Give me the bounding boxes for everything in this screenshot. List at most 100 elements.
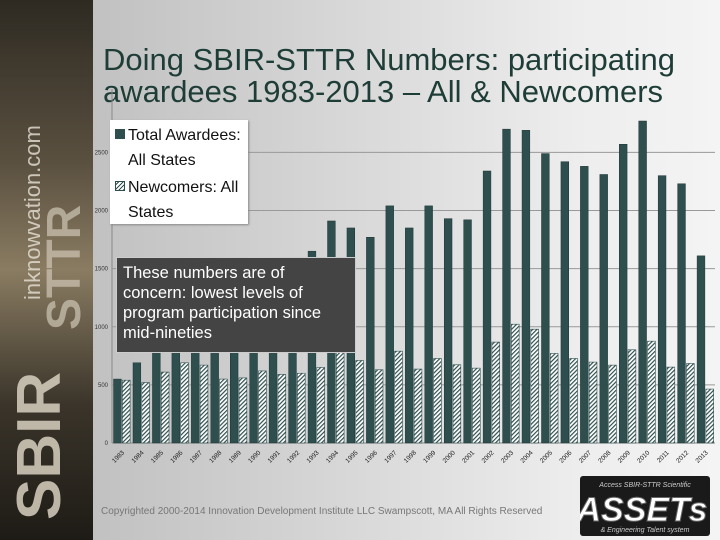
- x-tick-label: 1995: [344, 449, 359, 464]
- x-tick-label: 2005: [539, 449, 554, 464]
- bar-newcomers-2007: [588, 361, 598, 444]
- y-tick-label: 1500: [95, 267, 109, 273]
- assets-logo: Access SBIR-STTR Scientific ASSETs & Eng…: [580, 476, 710, 536]
- bar-newcomers-1991: [277, 374, 287, 444]
- y-tick-label: 0: [105, 441, 109, 447]
- bar-newcomers-2006: [569, 358, 578, 444]
- assets-tagline-top: Access SBIR-STTR Scientific: [598, 482, 691, 489]
- bar-total-1997: [385, 205, 394, 444]
- bar-newcomers-1988: [219, 378, 228, 444]
- bar-total-1998: [405, 227, 414, 444]
- bar-total-2001: [463, 219, 472, 444]
- bar-total-2009: [619, 144, 628, 444]
- x-tick-label: 2002: [481, 449, 496, 464]
- x-tick-label: 2000: [442, 449, 457, 464]
- x-tick-label: 2009: [617, 449, 632, 464]
- x-tick-label: 1989: [228, 449, 243, 464]
- bar-newcomers-1996: [374, 369, 384, 444]
- bar-total-2008: [599, 174, 608, 444]
- bar-newcomers-1989: [238, 377, 248, 444]
- x-tick-label: 1990: [247, 449, 262, 464]
- x-tick-label: 2006: [558, 449, 573, 464]
- x-tick-label: 2013: [695, 449, 710, 464]
- legend-swatch-hatched: [115, 181, 125, 191]
- x-tick-label: 2004: [519, 449, 534, 464]
- x-tick-label: 2008: [597, 449, 612, 464]
- x-tick-label: 1997: [383, 449, 398, 464]
- bar-newcomers-1990: [258, 370, 267, 444]
- bar-newcomers-2012: [686, 363, 695, 444]
- bar-newcomers-2004: [530, 328, 539, 444]
- x-tick-label: 1998: [403, 449, 418, 464]
- bar-total-2012: [677, 183, 686, 444]
- x-tick-label: 2001: [461, 449, 476, 464]
- x-tick-label: 1996: [364, 449, 379, 464]
- legend-swatch-solid: [115, 129, 125, 139]
- bar-newcomers-1985: [160, 371, 170, 444]
- copyright-footer: Copyrighted 2000-2014 Innovation Develop…: [101, 506, 543, 517]
- bar-newcomers-1986: [180, 362, 189, 444]
- bar-newcomers-1987: [199, 364, 209, 444]
- bar-newcomers-2003: [511, 323, 520, 444]
- bar-total-2005: [541, 153, 550, 444]
- svg-text:STTR: STTR: [38, 205, 91, 330]
- x-tick-label: 2003: [500, 449, 515, 464]
- bar-newcomers-1993: [316, 367, 325, 444]
- bar-newcomers-2002: [491, 341, 500, 444]
- bar-newcomers-2000: [452, 364, 462, 444]
- y-tick-label: 1000: [95, 325, 109, 331]
- bar-newcomers-2008: [608, 364, 617, 444]
- bar-total-2002: [482, 170, 492, 444]
- bar-total-1983: [113, 378, 122, 444]
- x-tick-label: 2007: [578, 449, 593, 464]
- bar-newcomers-2010: [647, 340, 656, 444]
- legend-label: Newcomers: All States: [128, 179, 239, 221]
- x-tick-label: 2010: [636, 449, 651, 464]
- sidebar-logo-panel: SBIR STTR inknowvation.com: [0, 0, 93, 540]
- bar-newcomers-1997: [394, 350, 403, 444]
- legend-item-total: Total Awardees: All States: [115, 123, 246, 173]
- x-tick-label: 1984: [130, 449, 145, 464]
- x-tick-label: 2012: [675, 449, 690, 464]
- bar-newcomers-1999: [433, 358, 442, 444]
- sbir-sttr-logo: SBIR STTR inknowvation.com: [5, 125, 91, 520]
- slide-title: Doing SBIR-STTR Numbers: participating a…: [103, 42, 675, 109]
- y-tick-label: 500: [98, 383, 109, 389]
- bar-newcomers-2013: [705, 388, 714, 444]
- svg-text:SBIR: SBIR: [5, 372, 74, 520]
- bar-total-2003: [502, 128, 511, 444]
- bar-total-2013: [696, 255, 706, 444]
- bar-newcomers-2001: [472, 367, 481, 444]
- bar-total-1984: [132, 362, 142, 444]
- assets-wordmark: ASSETs: [580, 491, 708, 529]
- bar-newcomers-1994: [336, 349, 345, 444]
- x-tick-label: 1988: [208, 449, 223, 464]
- bar-total-1996: [366, 237, 375, 444]
- annotation-callout: These numbers are of concern: lowest lev…: [116, 257, 356, 353]
- bar-total-2000: [443, 218, 453, 444]
- y-tick-label: 2500: [95, 150, 109, 156]
- bar-newcomers-1992: [297, 372, 306, 444]
- bar-total-1999: [424, 205, 433, 444]
- x-tick-label: 1983: [111, 449, 126, 464]
- x-tick-label: 1992: [286, 449, 301, 464]
- legend-label: Total Awardees: All States: [128, 127, 241, 169]
- x-tick-label: 1991: [267, 449, 282, 464]
- x-tick-label: 1994: [325, 449, 340, 464]
- bar-newcomers-1998: [413, 368, 423, 444]
- bar-newcomers-1984: [141, 382, 150, 444]
- bar-newcomers-1983: [122, 379, 131, 444]
- x-tick-label: 1986: [169, 449, 184, 464]
- x-tick-label: 1985: [150, 449, 165, 464]
- bar-total-2004: [521, 130, 531, 444]
- bar-total-2007: [580, 166, 589, 444]
- chart-legend: Total Awardees: All States Newcomers: Al…: [110, 120, 248, 224]
- x-tick-label: 1993: [305, 449, 320, 464]
- x-tick-label: 2011: [656, 449, 671, 464]
- bar-newcomers-2005: [549, 353, 559, 444]
- assets-tagline-bottom: & Engineering Talent system: [601, 527, 690, 534]
- bar-total-2006: [560, 161, 569, 444]
- x-tick-label: 1987: [189, 449, 204, 464]
- y-tick-label: 2000: [95, 209, 109, 215]
